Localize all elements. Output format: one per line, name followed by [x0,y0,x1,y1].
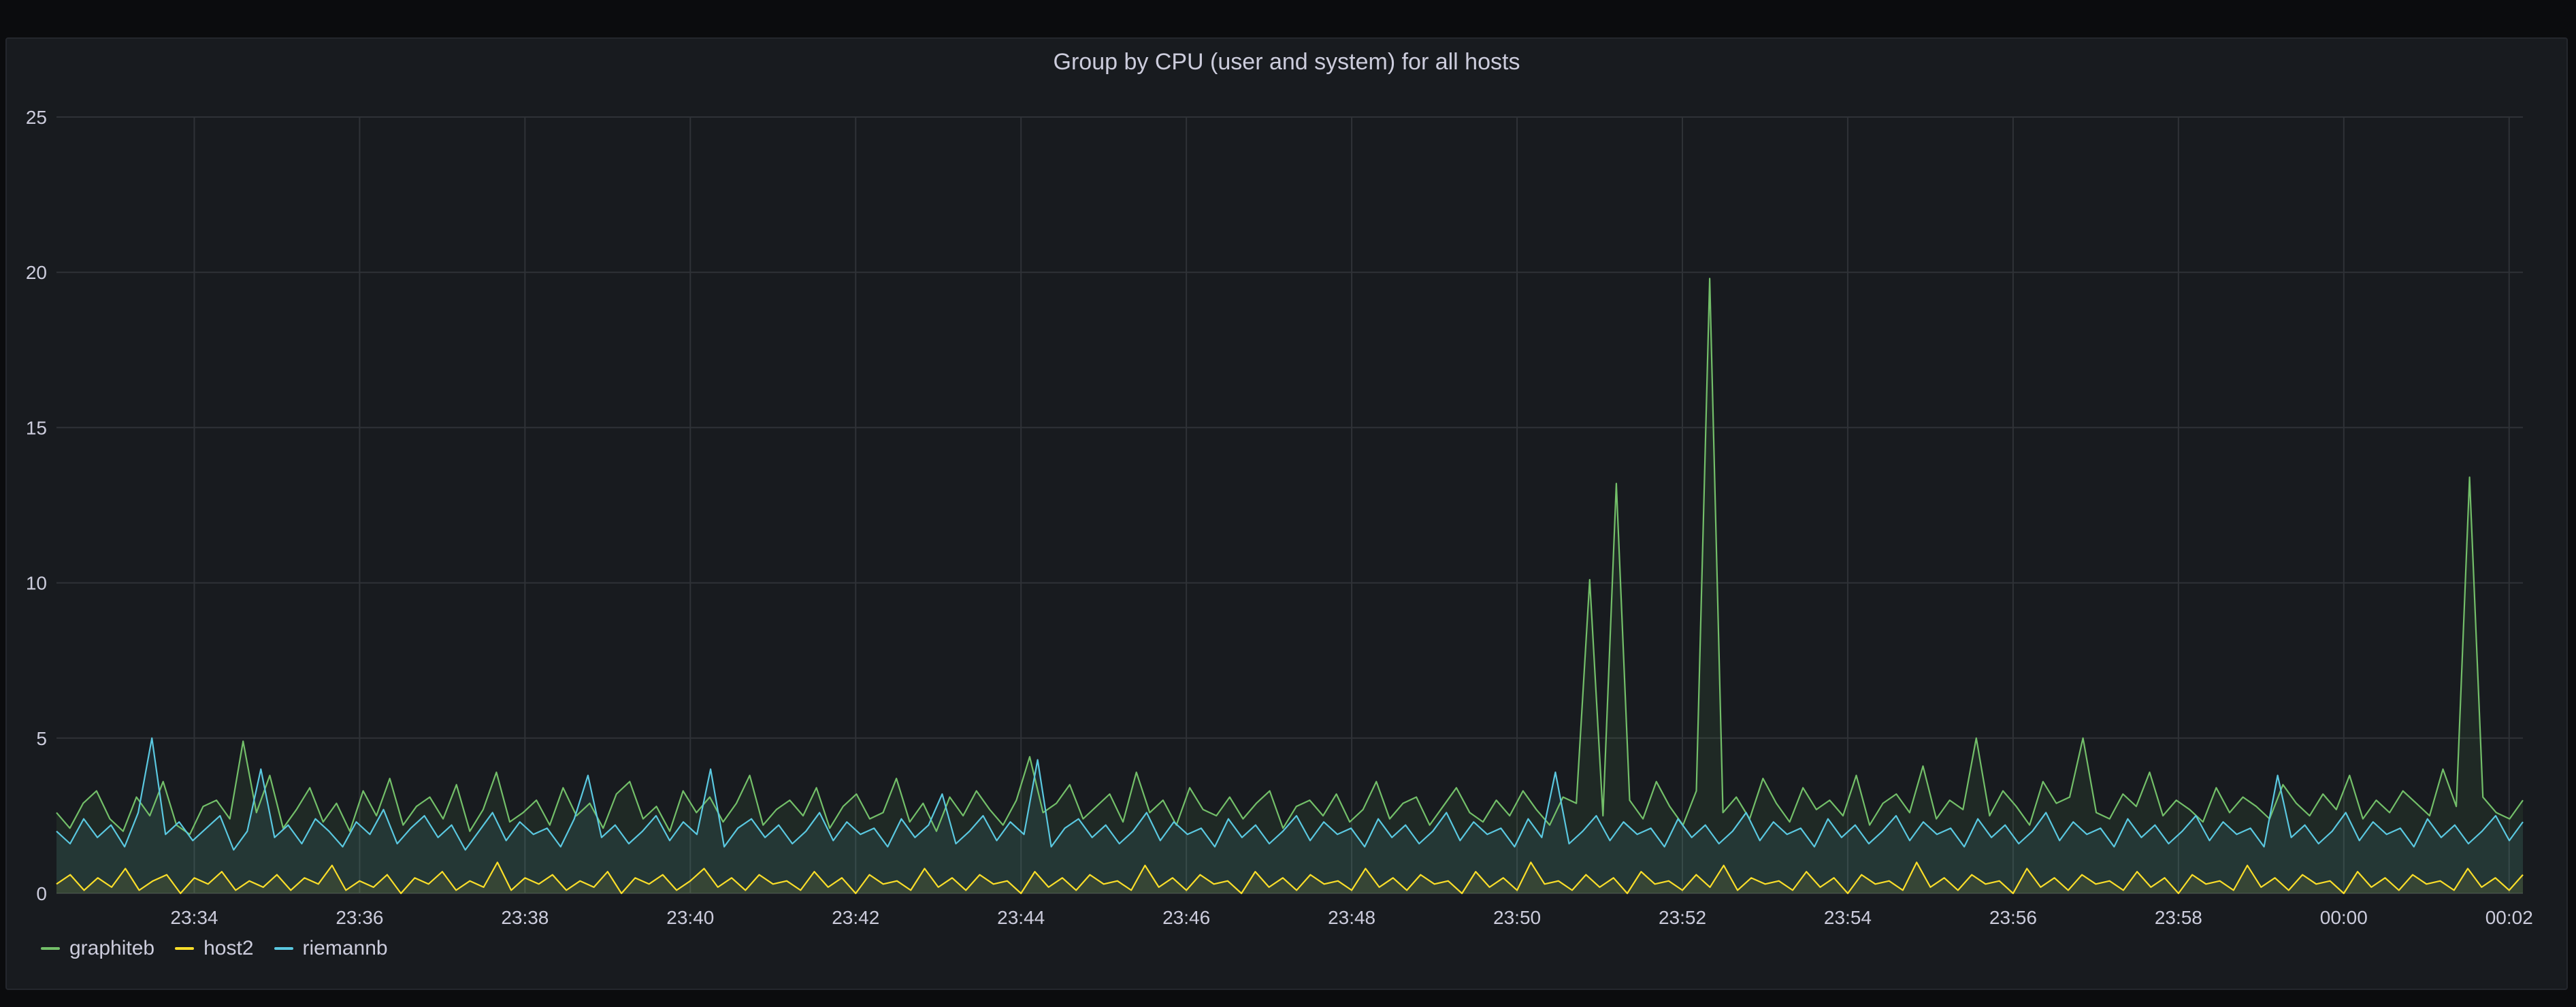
legend-label: riemannb [302,937,388,959]
series-area-host2 [56,862,2523,893]
x-tick-label: 23:50 [1493,907,1541,928]
panel-title: Group by CPU (user and system) for all h… [1053,49,1520,75]
x-tick-label: 23:38 [501,907,549,928]
legend-swatch [175,947,195,950]
x-tick-label: 23:52 [1659,907,1706,928]
series-area-graphiteb [56,278,2523,893]
y-tick-label: 25 [26,107,47,128]
series-areas [56,278,2523,893]
x-tick-label: 23:40 [666,907,714,928]
x-tick-label: 23:46 [1162,907,1210,928]
series-area-riemannb [56,738,2523,893]
x-tick-label: 23:44 [997,907,1045,928]
legend-item-riemannb[interactable]: riemannb [274,937,388,960]
x-tick-label: 00:02 [2485,907,2533,928]
y-tick-label: 10 [26,573,47,594]
x-tick-label: 23:54 [1824,907,1872,928]
series-lines [56,278,2524,895]
y-tick-label: 0 [36,883,47,904]
y-axis-ticks: 0 5 10 15 20 25 [26,107,47,904]
legend-label: graphiteb [69,937,155,959]
x-axis-ticks: 23:34 23:36 23:38 23:40 23:42 23:44 23:46 23:48… [170,907,2532,928]
legend: graphiteb host2 riemannb [41,937,408,960]
series-line-graphiteb[interactable] [56,278,2524,836]
x-tick-label: 23:36 [336,907,383,928]
legend-item-host2[interactable]: host2 [175,937,254,960]
graph-panel: Group by CPU (user and system) for all h… [5,37,2568,990]
grid-lines [56,116,2523,894]
x-tick-label: 23:42 [832,907,879,928]
y-tick-label: 15 [26,417,47,438]
legend-item-graphiteb[interactable]: graphiteb [41,937,154,960]
x-tick-label: 23:34 [170,907,218,928]
legend-swatch [41,947,60,950]
series-line-riemannb[interactable] [56,737,2524,851]
legend-swatch [274,947,293,950]
x-tick-label: 23:48 [1328,907,1375,928]
legend-label: host2 [203,937,254,959]
x-tick-label: 00:00 [2320,907,2368,928]
y-tick-label: 20 [26,262,47,283]
time-series-chart: 0 5 10 15 20 25 23:34 23:36 23:38 23:40 23:42 23:4… [26,107,2533,928]
series-line-host2[interactable] [56,861,2524,895]
x-tick-label: 23:56 [1989,907,2037,928]
y-tick-label: 5 [36,728,47,749]
x-tick-label: 23:58 [2155,907,2202,928]
